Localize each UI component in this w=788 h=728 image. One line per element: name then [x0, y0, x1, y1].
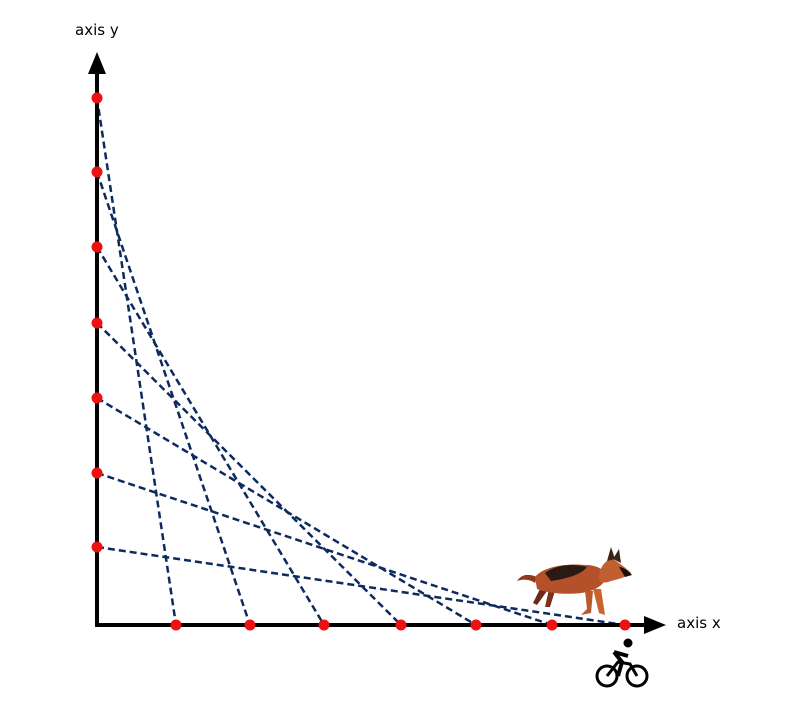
point: [244, 619, 256, 631]
point: [91, 92, 103, 104]
point: [91, 317, 103, 329]
dashed-line: [95, 171, 252, 626]
points: [91, 92, 631, 631]
point: [318, 619, 330, 631]
x-axis-arrow: [644, 616, 666, 634]
dashed-line: [96, 322, 402, 626]
y-axis-arrow: [88, 52, 106, 74]
dashed-line: [96, 545, 626, 627]
dashed-lines: [95, 97, 626, 627]
point: [91, 541, 103, 553]
point: [91, 241, 103, 253]
x-axis-label: axis x: [677, 614, 721, 632]
point: [546, 619, 558, 631]
point: [170, 619, 182, 631]
dashed-line: [96, 396, 477, 627]
dashed-line: [96, 471, 553, 627]
axes: [88, 52, 666, 634]
dog-icon: [517, 547, 632, 615]
y-axis-label: axis y: [75, 21, 119, 39]
point: [91, 467, 103, 479]
point: [91, 166, 103, 178]
cyclist-icon: [595, 638, 649, 688]
point: [395, 619, 407, 631]
point: [470, 619, 482, 631]
point: [619, 619, 631, 631]
point: [91, 392, 103, 404]
